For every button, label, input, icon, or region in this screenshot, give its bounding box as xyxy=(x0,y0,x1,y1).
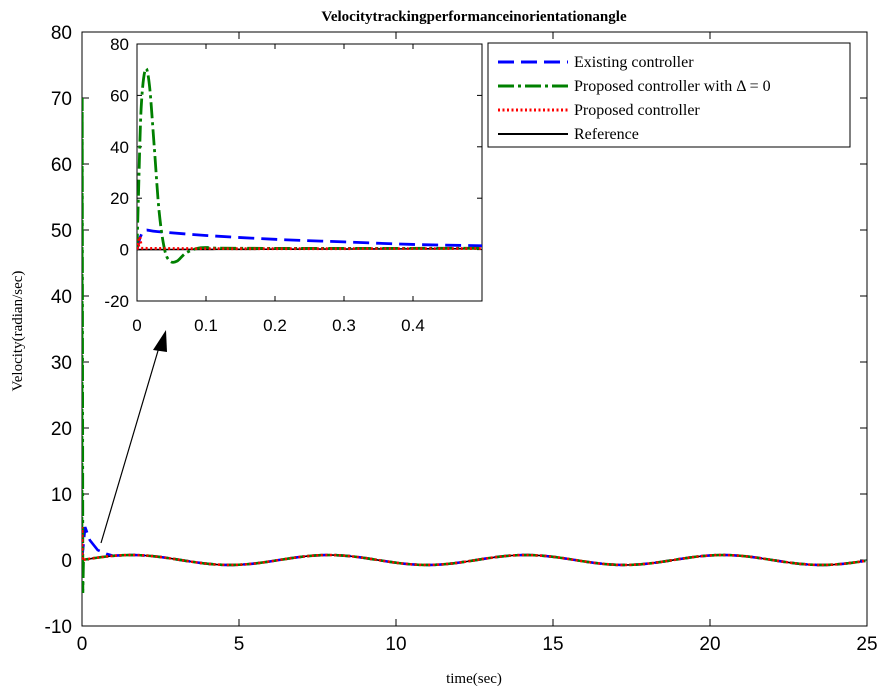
inset-y-tick-label: 80 xyxy=(110,35,129,54)
inset-y-tick-label: 40 xyxy=(110,138,129,157)
y-tick-label: 80 xyxy=(51,23,72,44)
inset-x-tick-label: 0.3 xyxy=(332,316,356,335)
x-tick-label: 0 xyxy=(77,634,88,655)
zoom-arrow-line xyxy=(100,343,161,544)
inset-x-tick-label: 0 xyxy=(132,316,141,335)
zoom-arrow xyxy=(100,330,167,544)
inset-x-tick-label: 0.2 xyxy=(263,316,287,335)
legend-box xyxy=(487,42,851,148)
inset-frame xyxy=(136,43,483,302)
inset-series-proposed-controller-with-0 xyxy=(137,67,482,264)
inset-y-tick-label: 20 xyxy=(110,189,129,208)
y-tick-label: 70 xyxy=(51,89,72,110)
zoom-arrow-head xyxy=(153,330,167,352)
inset-x-tick-label: 0.4 xyxy=(401,316,425,335)
legend-entry-label: Proposed controller xyxy=(574,102,700,119)
legend-entry-label: Proposed controller with Δ = 0 xyxy=(574,78,771,95)
x-tick-label: 5 xyxy=(234,634,245,655)
x-tick-label: 15 xyxy=(542,634,563,655)
legend-entry-label: Existing controller xyxy=(574,54,694,71)
legend: Existing controller Proposed controller w… xyxy=(487,42,851,148)
main-series-proposed-controller xyxy=(82,526,866,567)
x-tick-label: 20 xyxy=(699,634,720,655)
inset-series-proposed-controller xyxy=(137,235,482,251)
y-tick-label: 30 xyxy=(51,353,72,374)
legend-entry-label: Reference xyxy=(574,126,639,143)
y-tick-label: 10 xyxy=(51,485,72,506)
inset-y-tick-label: -20 xyxy=(104,292,129,311)
y-tick-label: -10 xyxy=(45,617,72,638)
y-tick-label: 50 xyxy=(51,221,72,242)
y-axis-label: Velocity(radian/sec) xyxy=(10,271,26,392)
y-tick-label: 60 xyxy=(51,155,72,176)
inset-x-tick-label: 0.1 xyxy=(194,316,218,335)
chart-title: Velocitytrackingperformanceinorientation… xyxy=(321,9,627,25)
inset-y-tick-label: 0 xyxy=(120,241,129,260)
x-axis-label: time(sec) xyxy=(446,671,502,687)
y-tick-label: 40 xyxy=(51,287,72,308)
x-tick-label: 10 xyxy=(385,634,406,655)
y-tick-label: 20 xyxy=(51,419,72,440)
x-tick-label: 25 xyxy=(856,634,877,655)
y-tick-label: 0 xyxy=(61,551,72,572)
inset-y-tick-label: 60 xyxy=(110,86,129,105)
